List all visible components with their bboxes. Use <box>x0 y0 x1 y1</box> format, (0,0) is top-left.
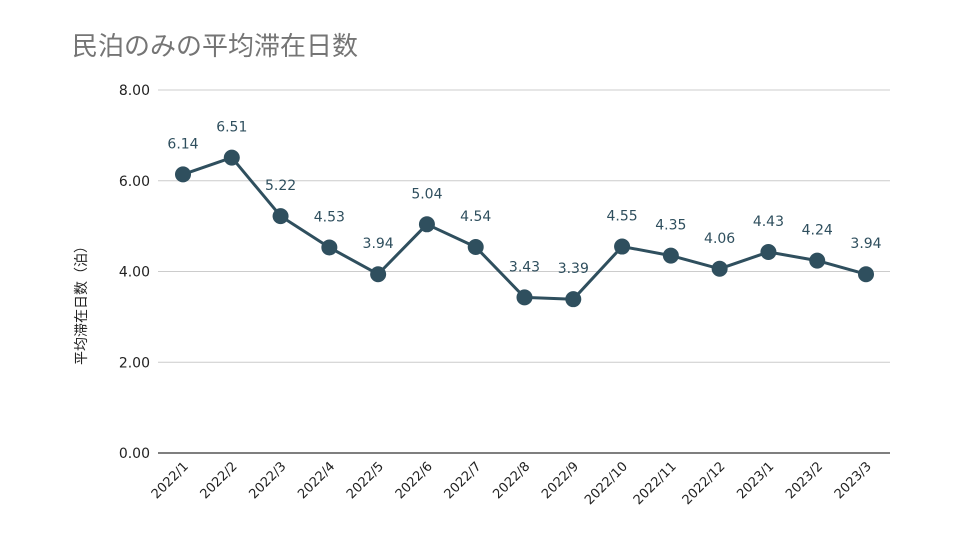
data-point <box>760 243 777 260</box>
data-label: 4.43 <box>753 214 784 230</box>
data-label: 4.55 <box>606 209 637 225</box>
data-point <box>809 252 826 269</box>
data-point <box>662 247 679 264</box>
chart-title: 民泊のみの平均滞在日数 <box>72 32 359 62</box>
data-label: 5.22 <box>265 178 296 194</box>
data-point <box>858 266 874 283</box>
x-tick-label: 2023/3 <box>832 459 875 502</box>
data-label: 4.53 <box>314 209 345 225</box>
x-tick-label: 2023/1 <box>734 459 777 502</box>
y-axis-ticks: 0.00 2.00 4.00 6.00 8.00 <box>119 83 150 462</box>
x-tick-label: 2023/2 <box>783 459 826 502</box>
data-label: 6.51 <box>216 120 247 136</box>
data-label: 6.14 <box>167 136 198 152</box>
data-point <box>370 266 387 283</box>
x-tick-label: 2022/6 <box>393 459 436 502</box>
y-tick-label: 0.00 <box>119 446 150 462</box>
data-point <box>418 216 435 233</box>
data-labels: 6.14 6.51 5.22 4.53 3.94 5.04 4.54 3.43 3.39 4.55… <box>167 120 881 278</box>
x-tick-label: 2022/1 <box>149 459 192 502</box>
data-label: 3.94 <box>363 236 394 252</box>
data-label: 3.43 <box>509 259 540 275</box>
data-points <box>175 149 874 308</box>
x-tick-label: 2022/9 <box>539 459 582 502</box>
x-tick-label: 2022/12 <box>680 459 729 508</box>
data-point <box>223 149 240 166</box>
y-tick-label: 4.00 <box>119 265 150 281</box>
data-label: 4.54 <box>460 209 491 225</box>
data-label: 4.35 <box>655 218 686 234</box>
data-point <box>175 166 191 183</box>
x-tick-label: 2022/5 <box>344 459 387 502</box>
x-tick-label: 2022/3 <box>246 459 289 502</box>
data-label: 4.06 <box>704 231 735 247</box>
x-axis-ticks: 2022/1 2022/2 2022/3 2022/4 2022/5 2022/6 2022… <box>149 459 875 508</box>
data-point <box>711 260 728 277</box>
y-axis-label: 平均滞在日数（泊） <box>74 239 90 365</box>
data-point <box>467 238 484 255</box>
y-tick-label: 8.00 <box>119 83 150 99</box>
data-point <box>272 208 289 225</box>
data-label: 4.24 <box>802 223 833 239</box>
x-tick-label: 2022/11 <box>631 459 680 508</box>
x-tick-label: 2022/4 <box>295 459 338 502</box>
x-tick-label: 2022/10 <box>582 459 631 508</box>
data-point <box>565 291 582 308</box>
data-label: 3.39 <box>558 261 589 277</box>
data-label: 5.04 <box>411 186 442 202</box>
data-label: 3.94 <box>850 236 881 252</box>
x-tick-label: 2022/2 <box>198 459 241 502</box>
y-tick-label: 6.00 <box>119 174 150 190</box>
gridlines <box>158 89 890 454</box>
data-point <box>614 238 631 255</box>
x-tick-label: 2022/8 <box>490 459 533 502</box>
x-tick-label: 2022/7 <box>442 459 485 502</box>
data-point <box>516 289 533 306</box>
y-tick-label: 2.00 <box>119 355 150 371</box>
data-point <box>321 239 338 256</box>
